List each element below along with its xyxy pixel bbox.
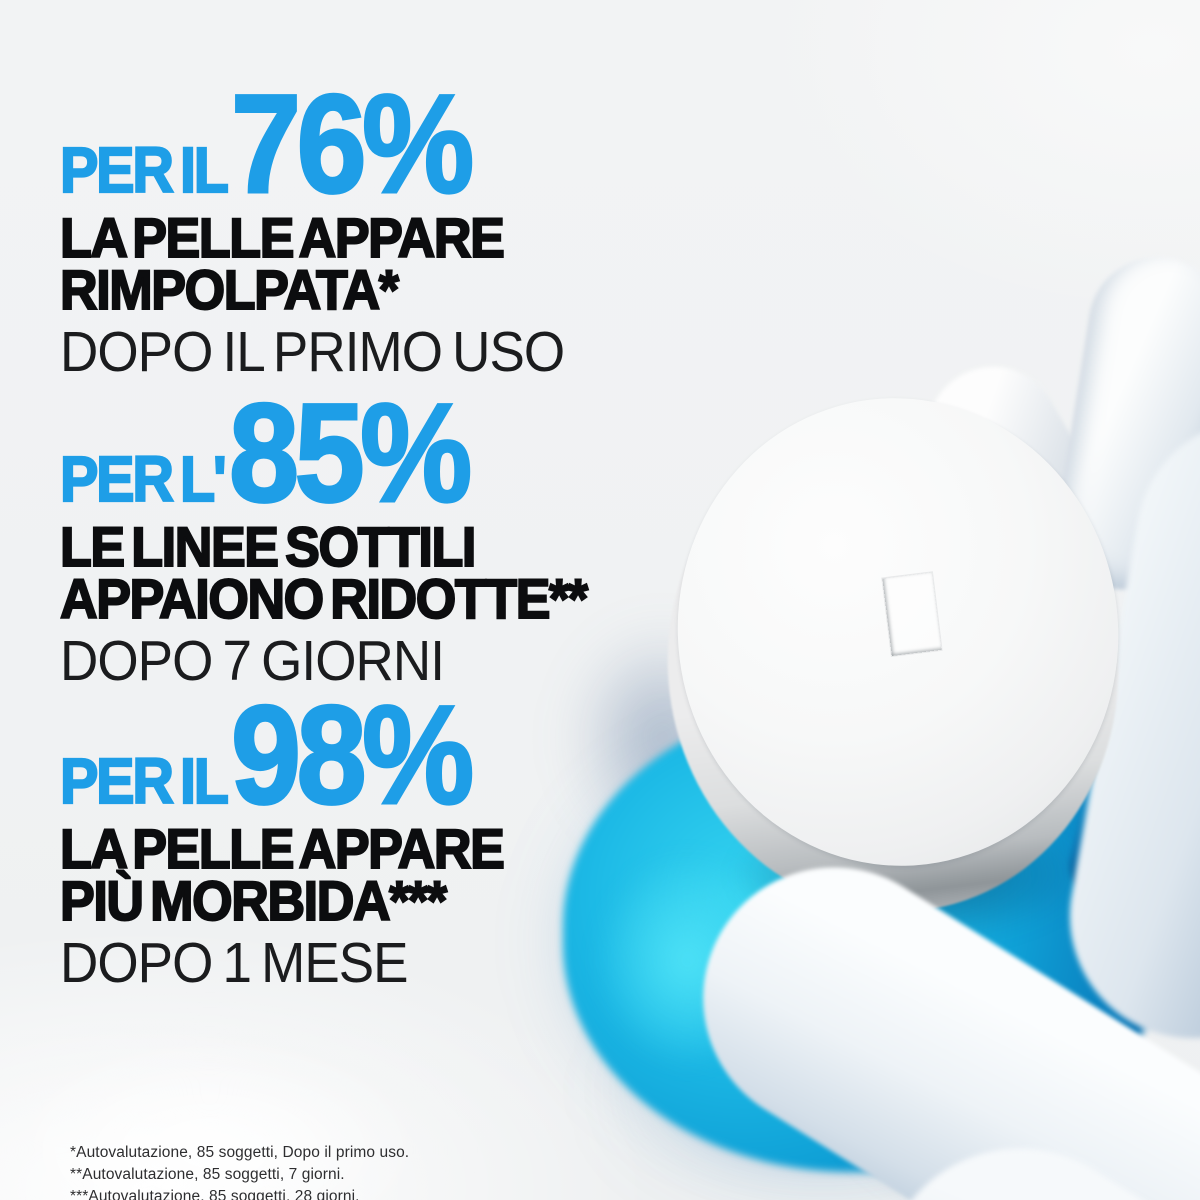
claim-line: LE LINEE SOTTILI: [59, 515, 477, 578]
stat-value: 76%: [230, 65, 476, 222]
stat-prefix: PER IL: [59, 744, 230, 818]
stat-block-76: PER IL 76% LA PELLE APPARE RIMPOLPATA* D…: [59, 65, 602, 385]
timeframe-line: DOPO 1 MESE: [60, 931, 409, 996]
claim-line: LA PELLE APPARE: [59, 206, 506, 269]
stat-value: 98%: [230, 676, 476, 833]
stat-prefix: PER IL: [59, 133, 230, 207]
stat-percent-row: PER IL 76%: [59, 65, 602, 222]
claim-line: APPAIONO RIDOTTE**: [59, 566, 589, 630]
stat-block-98: PER IL 98% LA PELLE APPARE PIÙ MORBIDA**…: [59, 676, 537, 996]
stat-percent-row: PER L' 85%: [59, 374, 626, 531]
stat-percent-row: PER IL 98%: [59, 676, 537, 833]
timeframe-line: DOPO IL PRIMO USO: [60, 320, 565, 385]
claim-line: LA PELLE APPARE: [59, 817, 506, 880]
claim-line: PIÙ MORBIDA***: [59, 868, 448, 932]
claim-line: RIMPOLPATA*: [59, 257, 400, 321]
footnote-line: *Autovalutazione, 85 soggetti, Dopo il p…: [70, 1144, 410, 1161]
footnote-line: ***Autovalutazione, 85 soggetti, 28 gior…: [70, 1188, 360, 1200]
stat-prefix: PER L': [59, 442, 228, 516]
footnotes: *Autovalutazione, 85 soggetti, Dopo il p…: [70, 1142, 409, 1200]
stat-value: 85%: [227, 374, 473, 531]
timeframe-line: DOPO 7 GIORNI: [60, 629, 445, 694]
footnote-line: **Autovalutazione, 85 soggetti, 7 giorni…: [70, 1166, 345, 1183]
stat-block-85: PER L' 85% LE LINEE SOTTILI APPAIONO RID…: [59, 374, 626, 694]
